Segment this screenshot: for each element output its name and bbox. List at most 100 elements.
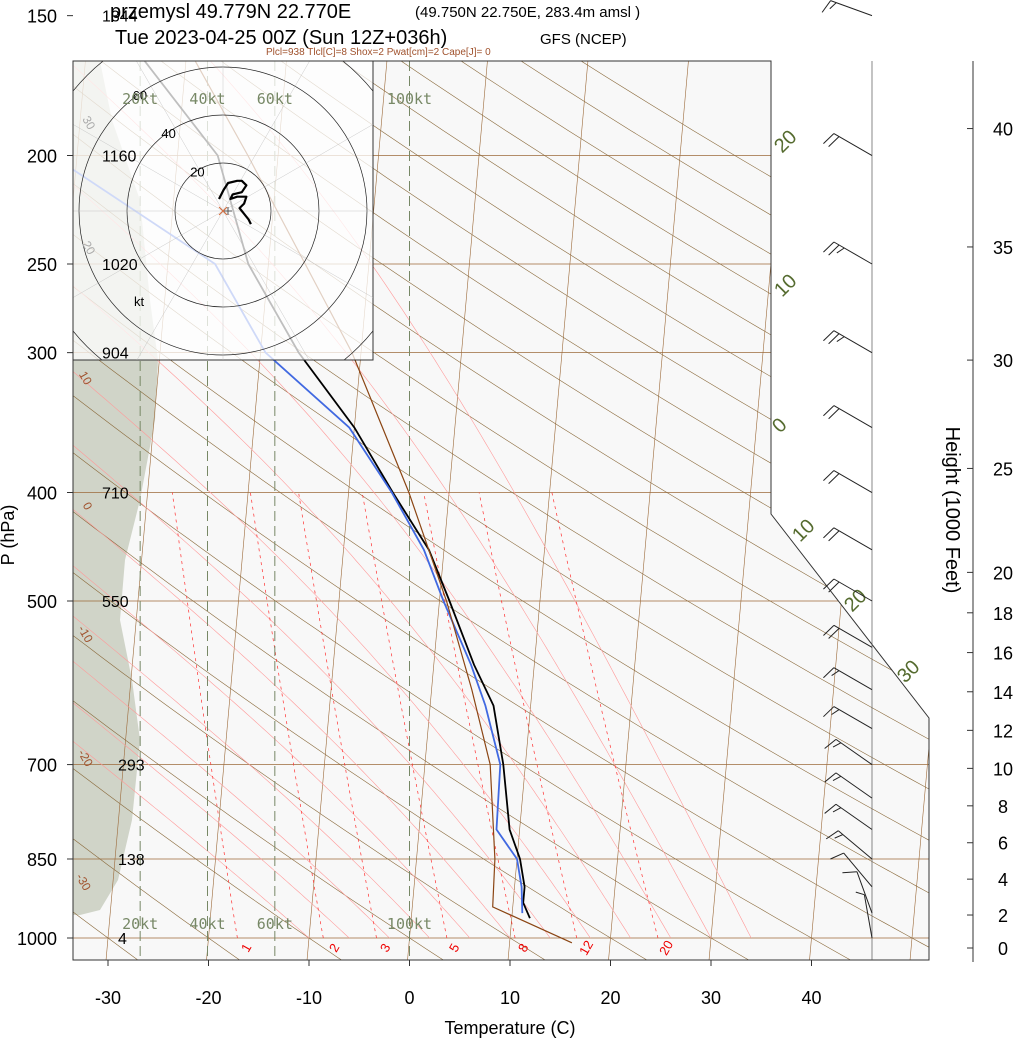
wind-speed-label-bottom: 20kt <box>122 915 158 933</box>
wind-speed-label-bottom: 100kt <box>387 915 432 933</box>
geopotential-label: 710 <box>102 486 129 503</box>
hodograph-unit-label: kt <box>134 294 145 309</box>
moist-adiabat <box>73 61 390 939</box>
isotherm-label: 0 <box>768 414 791 437</box>
geopotential-label: 550 <box>102 594 129 611</box>
height-tick-label: 6 <box>998 834 1008 854</box>
wind-barb <box>823 706 873 729</box>
wind-barb-shaft <box>833 241 873 265</box>
pressure-tick-label: 300 <box>27 344 57 364</box>
moist-adiabat <box>73 61 350 939</box>
wind-barb-shaft <box>833 624 873 648</box>
height-tick-label: 16 <box>993 644 1013 664</box>
wind-barb <box>823 527 873 551</box>
height-tick-label: 0 <box>998 939 1008 959</box>
height-tick-label: 20 <box>993 563 1013 583</box>
wind-speed-label-top: 60kt <box>257 90 293 108</box>
moist-adiabat <box>73 61 471 939</box>
wind-speed-label-top: 40kt <box>189 90 225 108</box>
wind-barb-flag <box>842 871 857 874</box>
dry-adiabat <box>73 61 929 960</box>
isotherm-line <box>909 61 929 960</box>
pressure-tick-label: 1000 <box>17 929 57 949</box>
dry-adiabat <box>73 61 854 960</box>
storm-motion-mark <box>224 207 232 215</box>
wind-barb-shaft <box>833 133 873 156</box>
hodograph-ring-label: 60 <box>133 88 147 103</box>
geopotential-label: 293 <box>118 758 145 775</box>
wind-barb-shaft <box>835 738 873 765</box>
geopotential-label: 1160 <box>102 149 137 166</box>
pressure-tick-label: 400 <box>27 484 57 504</box>
pressure-tick-label: 700 <box>27 756 57 776</box>
wind-barb-shaft <box>833 405 873 429</box>
stability-indices: Plcl=938 Tlcl[C]=8 Shox=2 Pwat[cm]=2 Cap… <box>266 47 491 58</box>
moist-adiabat <box>73 61 511 939</box>
mixing-ratio-line <box>423 492 516 939</box>
wind-barb-flag <box>823 578 835 590</box>
dry-adiabat <box>73 61 929 960</box>
y-axis-title: P (hPa) <box>0 505 18 566</box>
height-tick-label: 14 <box>993 683 1013 703</box>
wind-barb-flag <box>828 333 840 345</box>
geopotential-label: 1020 <box>102 257 138 274</box>
height-tick-label: 10 <box>993 759 1013 779</box>
wind-barb-flag <box>829 2 837 10</box>
wind-barb-shaft <box>830 0 873 17</box>
wind-barb <box>823 405 873 429</box>
temperature-tick-label: -20 <box>195 988 221 1008</box>
height-tick-label: 4 <box>998 870 1008 890</box>
wind-barb <box>825 830 873 860</box>
dry-adiabat <box>172 61 929 960</box>
hodograph-spoke <box>73 210 224 298</box>
mixing-ratio-label: 12 <box>576 938 596 958</box>
x-axis-title: Temperature (C) <box>444 1018 575 1038</box>
wind-barb-flag <box>828 530 840 542</box>
wind-barb-flag <box>823 706 835 718</box>
forecast-time: Tue 2023-04-25 00Z (Sun 12Z+036h) <box>115 27 447 49</box>
wind-barb-shaft <box>843 852 873 888</box>
model-name: GFS (NCEP) <box>540 31 627 48</box>
wind-barb-flag <box>832 807 842 813</box>
wind-barb-shaft <box>835 803 873 830</box>
wind-barb-shaft <box>863 894 873 939</box>
station-title: przemysl 49.779N 22.770E <box>110 1 351 23</box>
height-tick-label: 18 <box>993 604 1013 624</box>
wind-barb-flag <box>821 0 832 13</box>
wind-barb-flag <box>828 473 840 484</box>
wind-barb <box>823 241 873 265</box>
hodograph-center-mark <box>218 206 228 216</box>
wind-barb-shaft <box>833 330 873 354</box>
wind-barb-flag <box>831 709 840 715</box>
hodograph-spoke <box>222 210 310 360</box>
wind-barb <box>842 871 873 914</box>
height-axis: 0 2 4 6 8 10 12 14 16 18 20 25 30 35 40 <box>967 61 1013 962</box>
wind-barb-flag <box>834 834 844 839</box>
temperature-tick-label: -10 <box>296 988 322 1008</box>
wind-barb-flag <box>823 241 835 253</box>
wind-speed-label-top: 100kt <box>387 90 432 108</box>
wind-barb <box>823 133 873 156</box>
height-tick-label: 25 <box>993 459 1013 479</box>
wind-barb-flag <box>828 244 840 256</box>
isotherm-line <box>306 61 395 960</box>
temperature-tick-label: 20 <box>600 988 620 1008</box>
isotherm-line <box>608 61 696 960</box>
geopotential-label: 4 <box>118 931 127 948</box>
wind-barb <box>823 624 873 648</box>
wind-barb-flag <box>823 330 835 342</box>
hodograph-clip-group <box>73 61 373 360</box>
isotherm-line <box>507 61 596 960</box>
dry-adiabat <box>73 61 752 960</box>
wind-barb-flag <box>824 803 837 814</box>
mixing-ratio-line <box>298 492 377 939</box>
wind-barb-flag <box>828 627 840 639</box>
wind-barb <box>821 0 873 17</box>
wind-barb <box>830 852 873 888</box>
wind-speed-label-bottom: 60kt <box>257 915 293 933</box>
wind-barbs <box>821 0 873 960</box>
geopotential-label: 904 <box>102 346 129 363</box>
hodograph-spoke <box>136 210 224 360</box>
hodograph-spoke <box>222 124 373 212</box>
